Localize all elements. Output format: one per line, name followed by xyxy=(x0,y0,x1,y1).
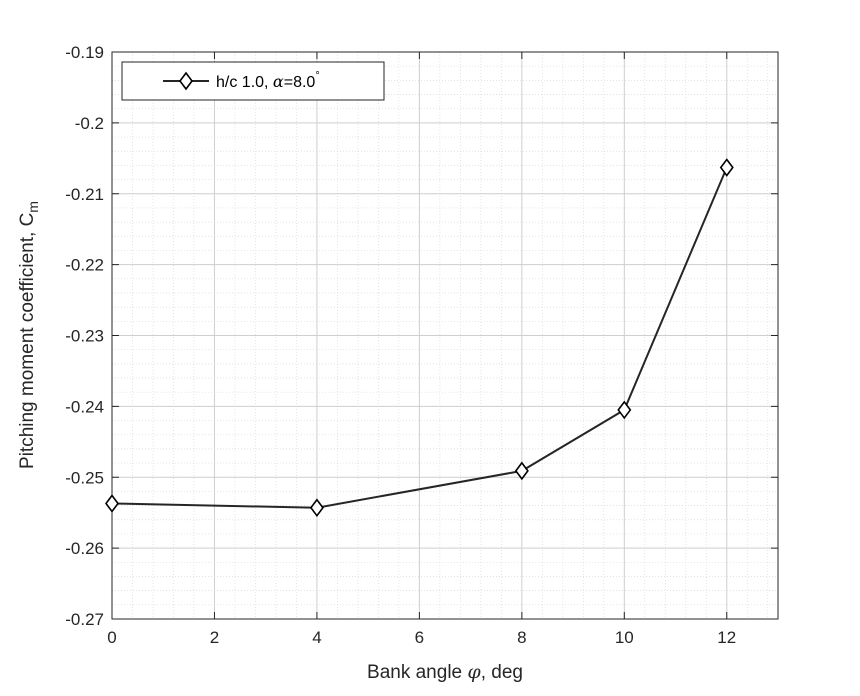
legend-label-value: =8.0 xyxy=(284,74,316,91)
y-tick-label: -0.25 xyxy=(65,468,104,487)
y-tick-label: -0.27 xyxy=(65,610,104,629)
y-axis-label-text: Pitching moment coefficient, C xyxy=(17,213,38,469)
y-tick-label: -0.19 xyxy=(65,43,104,62)
x-tick-label: 12 xyxy=(717,628,736,647)
x-tick-label: 10 xyxy=(615,628,634,647)
legend-entry-label: h/c 1.0, α=8.0° xyxy=(216,70,320,91)
x-axis-label-unit: , deg xyxy=(481,662,523,683)
y-tick-label: -0.23 xyxy=(65,327,104,346)
legend-label-alpha: α xyxy=(273,72,284,91)
y-axis-label: Pitching moment coefficient, Cm xyxy=(17,201,41,469)
y-tick-label: -0.22 xyxy=(65,256,104,275)
legend: h/c 1.0, α=8.0° xyxy=(121,61,385,101)
legend-label-degree: ° xyxy=(315,70,319,82)
y-tick-label: -0.26 xyxy=(65,539,104,558)
x-tick-label: 4 xyxy=(312,628,321,647)
axis-ticks xyxy=(111,51,778,620)
legend-label-text: h/c 1.0, xyxy=(216,74,273,91)
y-tick-label: -0.21 xyxy=(65,185,104,204)
x-axis-label: Bank angle φ, deg xyxy=(367,661,523,683)
y-tick-label: -0.2 xyxy=(75,114,104,133)
x-tick-labels: 0 2 4 6 8 10 12 xyxy=(107,628,736,647)
data-point-marker xyxy=(105,494,119,513)
data-point-marker xyxy=(514,461,529,481)
series-layer xyxy=(105,158,734,518)
y-axis-label-subscript: m xyxy=(25,201,41,213)
data-point-marker xyxy=(617,400,632,420)
x-tick-label: 0 xyxy=(107,628,116,647)
y-tick-label: -0.24 xyxy=(65,397,104,416)
x-axis-label-text: Bank angle xyxy=(367,662,467,683)
data-point-marker xyxy=(719,158,734,177)
x-tick-label: 8 xyxy=(517,628,526,647)
legend-diamond-marker xyxy=(179,71,193,91)
x-tick-label: 2 xyxy=(210,628,219,647)
x-tick-label: 6 xyxy=(415,628,424,647)
y-tick-labels: -0.27 -0.26 -0.25 -0.24 -0.23 -0.22 -0.21 -0.2 -… xyxy=(65,43,104,629)
x-axis-label-symbol: φ xyxy=(467,661,481,683)
data-point-marker xyxy=(309,498,324,518)
